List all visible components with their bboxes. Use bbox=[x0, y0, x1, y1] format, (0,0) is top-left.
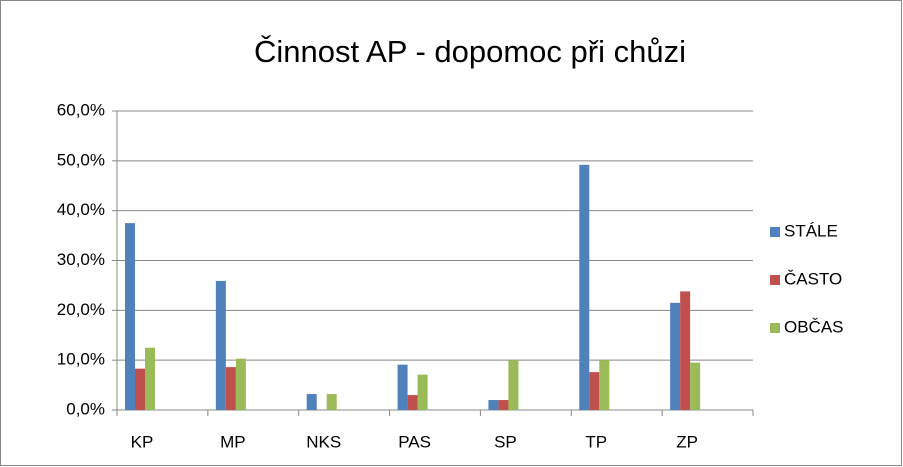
y-tick-label: 20,0% bbox=[57, 300, 105, 319]
bar bbox=[498, 400, 509, 410]
legend-swatch bbox=[770, 323, 780, 333]
bar bbox=[670, 302, 681, 410]
bar bbox=[589, 372, 600, 410]
y-tick-label: 50,0% bbox=[57, 150, 105, 169]
legend-swatch bbox=[770, 275, 780, 285]
bar bbox=[599, 360, 610, 410]
x-tick-label: SP bbox=[494, 432, 517, 451]
x-tick-label: ZP bbox=[676, 432, 698, 451]
legend-label: ČASTO bbox=[784, 269, 842, 288]
bar bbox=[508, 360, 519, 410]
bar bbox=[225, 367, 236, 410]
legend-label: STÁLE bbox=[784, 221, 838, 240]
bar bbox=[215, 280, 226, 410]
bar bbox=[326, 394, 337, 410]
bar bbox=[407, 395, 418, 410]
bar bbox=[135, 368, 145, 410]
bar bbox=[306, 394, 317, 410]
bar bbox=[579, 164, 590, 410]
bar bbox=[125, 223, 135, 410]
y-tick-label: 10,0% bbox=[57, 350, 105, 369]
bar bbox=[235, 358, 246, 410]
y-tick-label: 0,0% bbox=[66, 399, 105, 418]
legend-label: OBČAS bbox=[784, 317, 844, 336]
x-tick-label: NKS bbox=[306, 432, 341, 451]
y-tick-label: 60,0% bbox=[57, 100, 105, 119]
legend-swatch bbox=[770, 227, 780, 237]
chart-title: Činnost AP - dopomoc při chůzi bbox=[254, 34, 686, 69]
bar bbox=[690, 362, 701, 410]
x-tick-label: KP bbox=[131, 432, 154, 451]
bar bbox=[680, 291, 691, 410]
bar bbox=[397, 364, 408, 410]
y-tick-label: 40,0% bbox=[57, 200, 105, 219]
bar bbox=[488, 400, 499, 410]
x-tick-label: TP bbox=[585, 432, 607, 451]
bar bbox=[145, 347, 155, 410]
x-tick-label: MP bbox=[220, 432, 246, 451]
y-tick-label: 30,0% bbox=[57, 250, 105, 269]
x-tick-label: PAS bbox=[398, 432, 431, 451]
bar bbox=[417, 374, 428, 410]
